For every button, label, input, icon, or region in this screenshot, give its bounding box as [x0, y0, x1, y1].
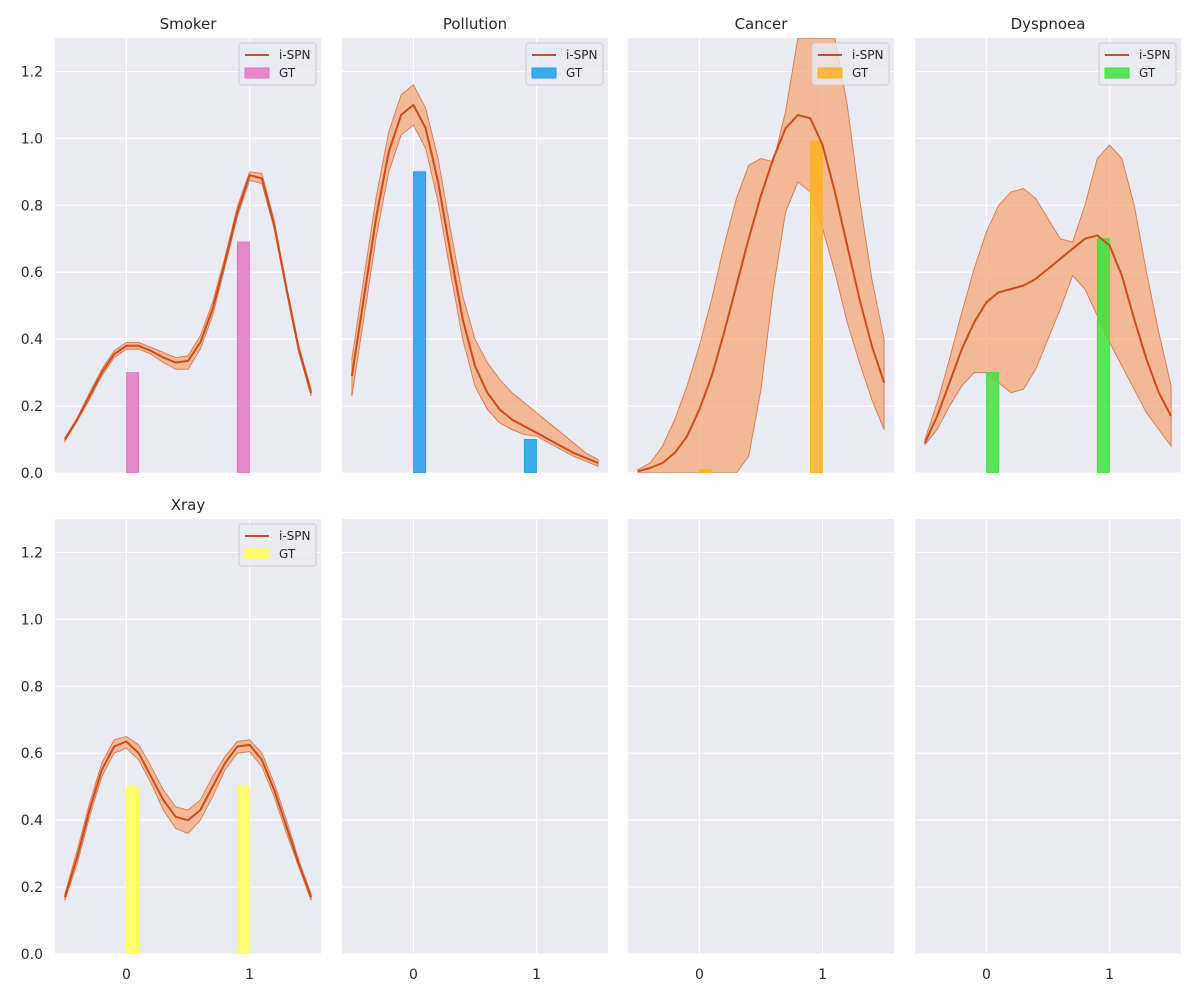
legend: i-SPN GT	[238, 42, 317, 86]
legend-label: i-SPN	[852, 48, 884, 62]
grid	[628, 519, 894, 955]
plot-area	[342, 38, 608, 473]
legend-label: GT	[1139, 66, 1156, 80]
y-tick-label: 1.0	[21, 612, 43, 628]
subplot-xray: Xray 0.0 0.2 0.4 0.6 0.8 1.0 1.2 0 1 i-SPN GT	[21, 496, 321, 983]
plot-area	[55, 38, 321, 473]
legend: i-SPN GT	[238, 523, 317, 567]
y-tick-label: 1.2	[21, 545, 43, 561]
legend-bar-swatch	[244, 548, 270, 560]
x-tick-label: 0	[695, 967, 704, 983]
y-tick-label: 0.8	[21, 198, 43, 214]
gt-bar	[699, 469, 713, 473]
uncertainty-band	[64, 735, 312, 901]
plot-content	[923, 144, 1172, 473]
uncertainty-band	[64, 171, 312, 443]
x-tick-label: 1	[532, 967, 541, 983]
legend-bar-swatch	[244, 67, 270, 79]
y-tick-label: 0.2	[21, 399, 43, 415]
subplot-dyspnoea: Dyspnoea i-SPN GT	[915, 15, 1181, 474]
gt-bar	[236, 786, 250, 954]
subplot-cancer: Cancer i-SPN GT	[628, 15, 894, 474]
legend: i-SPN GT	[525, 42, 604, 86]
ispn-line	[64, 174, 313, 441]
subplot-title: Cancer	[735, 15, 789, 33]
legend-label: i-SPN	[1139, 48, 1171, 62]
x-tick-label: 0	[409, 967, 418, 983]
legend-label: GT	[279, 66, 296, 80]
plot-area	[55, 519, 321, 954]
x-tick-label: 0	[982, 967, 991, 983]
subplot-smoker: Smoker 0.0 0.2 0.4 0.6 0.8 1.0 1.2 i-SPN GT	[21, 15, 321, 482]
y-tick-label: 1.2	[21, 64, 43, 80]
subplot-pollution: Pollution i-SPN GT	[342, 15, 608, 474]
ispn-line	[350, 103, 599, 464]
y-tick-label: 0.4	[21, 332, 43, 348]
plot-content	[63, 735, 313, 954]
gt-bar	[523, 439, 537, 473]
gt-bar	[809, 141, 823, 473]
x-tick-label: 1	[1105, 967, 1114, 983]
x-tick-label: 1	[818, 967, 827, 983]
y-tick-label: 0.8	[21, 679, 43, 695]
gt-bar	[236, 241, 250, 473]
plot-area	[342, 519, 608, 954]
y-tick-label: 0.6	[21, 265, 43, 281]
plot-area	[628, 519, 894, 954]
legend-bar-swatch	[1104, 67, 1130, 79]
gt-bar	[126, 786, 140, 954]
y-tick-label: 0.0	[21, 947, 43, 963]
gt-bar	[126, 372, 140, 473]
legend: i-SPN GT	[811, 42, 890, 86]
gt-bar	[986, 372, 1000, 473]
legend-bar-swatch	[817, 67, 843, 79]
x-tick-label: 1	[245, 967, 254, 983]
y-tick-label: 1.0	[21, 131, 43, 147]
legend-label: i-SPN	[566, 48, 598, 62]
legend-label: GT	[852, 66, 869, 80]
grid	[342, 519, 608, 955]
y-tick-label: 0.2	[21, 880, 43, 896]
y-tick-label: 0.6	[21, 746, 43, 762]
legend-label: i-SPN	[279, 529, 311, 543]
gt-bar	[1096, 238, 1110, 473]
y-tick-label: 0.0	[21, 466, 43, 482]
subplot-title: Pollution	[443, 15, 507, 33]
legend-label: GT	[566, 66, 583, 80]
legend-label: GT	[279, 547, 296, 561]
subplot-title: Xray	[171, 496, 206, 514]
grid	[915, 519, 1181, 955]
ispn-line	[637, 114, 886, 473]
legend: i-SPN GT	[1098, 42, 1177, 86]
legend-bar-swatch	[531, 67, 557, 79]
ispn-line	[923, 234, 1172, 444]
uncertainty-band	[351, 84, 599, 468]
plot-area	[915, 519, 1181, 954]
plot-content	[350, 84, 599, 473]
subplot-title: Dyspnoea	[1011, 15, 1086, 33]
subplot-title: Smoker	[160, 15, 218, 33]
gt-bar	[413, 171, 427, 473]
legend-label: i-SPN	[279, 48, 311, 62]
x-tick-label: 0	[122, 967, 131, 983]
y-tick-label: 0.4	[21, 813, 43, 829]
plot-content	[637, 38, 886, 473]
ispn-line	[63, 740, 313, 898]
plot-content	[64, 171, 313, 473]
